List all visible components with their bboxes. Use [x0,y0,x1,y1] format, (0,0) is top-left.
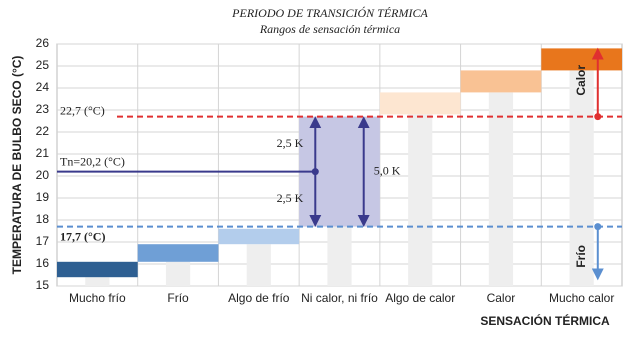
range-bar [379,92,461,115]
shadow-column [85,277,110,286]
y-tick-label: 23 [36,102,50,116]
cold-label: Frío [574,245,588,268]
y-axis-label: TEMPERATURA DE BULBO SECO (°C) [10,56,24,275]
half-label: 2,5 K [277,136,304,150]
lower-limit-label: 17,7 (°C) [60,229,105,243]
cold-dot [594,223,602,231]
x-tick-label: Algo de frío [228,291,290,305]
y-tick-label: 21 [36,146,50,160]
y-tick-label: 16 [36,256,50,270]
shadow-column [569,70,594,287]
range-bar [57,261,138,278]
range-bar [137,244,219,262]
warm-dot [594,113,602,121]
range-bar [218,228,300,245]
y-tick-label: 25 [36,58,50,72]
y-tick-label: 24 [36,80,50,94]
warm-label: Calor [574,65,588,96]
width-label: 5,0 K [374,163,401,177]
half-label: 2,5 K [277,191,304,205]
shadow-column [246,244,271,286]
neutral-label: Tn=20,2 (°C) [60,154,125,168]
x-tick-label: Ni calor, ni frío [301,291,378,305]
shadow-column [165,261,191,286]
y-tick-label: 26 [36,36,50,50]
y-tick-label: 15 [36,278,50,292]
x-tick-label: Algo de calor [385,291,455,305]
x-axis-label: SENSACIÓN TÉRMICA [480,313,610,328]
chart-subtitle: Rangos de sensación térmica [259,22,400,36]
x-tick-label: Mucho frío [69,291,126,305]
y-tick-label: 17 [36,234,50,248]
x-tick-label: Mucho calor [549,291,614,305]
range-bar [460,70,542,93]
shadow-column [327,226,352,286]
x-tick-label: Frío [167,291,189,305]
x-tick-label: Calor [487,291,516,305]
upper-limit-label: 22,7 (°C) [60,103,105,117]
y-tick-label: 20 [36,168,50,182]
y-tick-label: 18 [36,212,50,226]
shadow-column [408,114,433,287]
y-tick-label: 22 [36,124,50,138]
chart-title: PERIODO DE TRANSICIÓN TÉRMICA [231,6,428,20]
shadow-column [488,92,514,287]
y-tick-label: 19 [36,190,50,204]
